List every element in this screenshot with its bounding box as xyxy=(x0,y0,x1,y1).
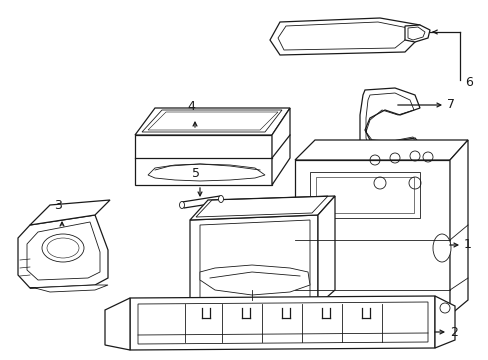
Polygon shape xyxy=(294,140,467,160)
Polygon shape xyxy=(182,196,222,208)
Text: 2: 2 xyxy=(449,325,457,338)
Polygon shape xyxy=(294,160,449,315)
Polygon shape xyxy=(317,196,334,305)
Polygon shape xyxy=(354,145,434,175)
Polygon shape xyxy=(364,172,429,195)
Polygon shape xyxy=(359,88,424,168)
Polygon shape xyxy=(135,135,271,185)
Polygon shape xyxy=(434,296,454,348)
Polygon shape xyxy=(135,108,289,135)
Text: 1: 1 xyxy=(463,238,471,252)
Ellipse shape xyxy=(218,195,223,202)
Ellipse shape xyxy=(179,202,184,208)
Polygon shape xyxy=(309,172,419,218)
Polygon shape xyxy=(404,25,429,42)
Polygon shape xyxy=(130,296,434,350)
Ellipse shape xyxy=(432,234,450,262)
Ellipse shape xyxy=(42,234,84,262)
Polygon shape xyxy=(148,164,264,181)
Polygon shape xyxy=(30,285,108,292)
Polygon shape xyxy=(190,196,334,220)
Text: 3: 3 xyxy=(54,199,62,212)
Text: 6: 6 xyxy=(464,76,472,89)
Polygon shape xyxy=(449,140,467,315)
Text: 4: 4 xyxy=(187,100,195,113)
Ellipse shape xyxy=(47,238,79,258)
Polygon shape xyxy=(190,215,317,308)
Polygon shape xyxy=(30,200,110,225)
Text: 7: 7 xyxy=(446,99,454,112)
Text: 5: 5 xyxy=(192,167,200,180)
Polygon shape xyxy=(271,108,289,185)
Polygon shape xyxy=(269,18,419,55)
Polygon shape xyxy=(105,298,130,350)
Polygon shape xyxy=(18,215,108,288)
Polygon shape xyxy=(200,265,309,295)
